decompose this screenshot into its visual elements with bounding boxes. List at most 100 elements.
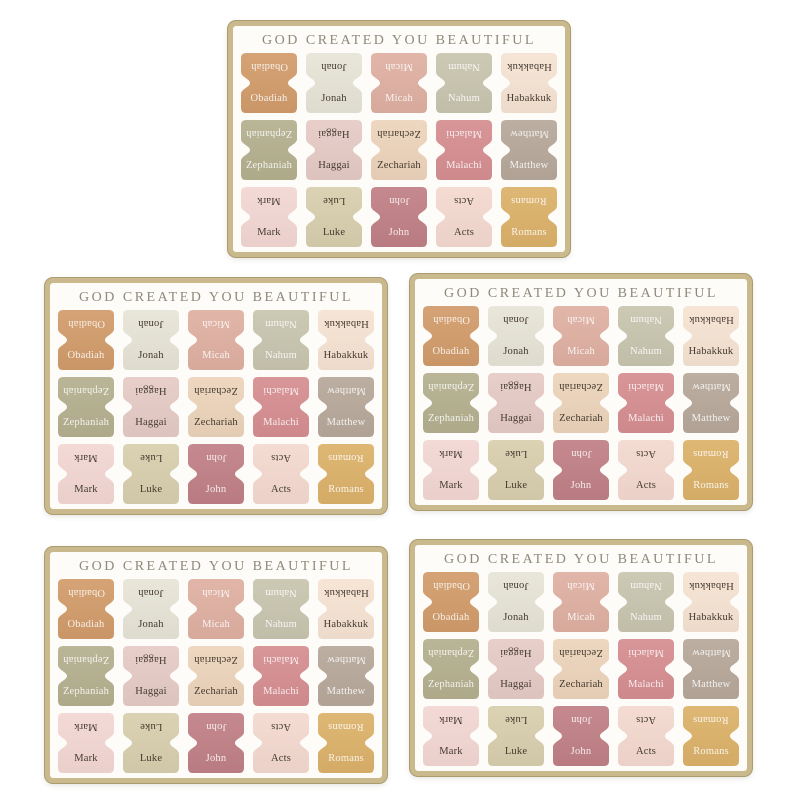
- tab-label: Romans: [511, 227, 547, 238]
- tab-label: Nahum: [265, 350, 297, 361]
- tab-label: Acts: [453, 227, 475, 238]
- bible-tab-john: John John: [371, 187, 427, 247]
- bible-tab-nahum: Nahum Nahum: [618, 306, 674, 366]
- bible-tab-romans: Romans Romans: [501, 187, 557, 247]
- tab-label-flipped: Malachi: [446, 128, 482, 139]
- bible-tab-malachi: Malachi Malachi: [253, 377, 309, 437]
- tab-label-flipped: Haggai: [500, 647, 532, 658]
- tab-label: Haggai: [135, 417, 167, 428]
- tab-label: Habakkuk: [688, 612, 734, 623]
- tab-label: John: [570, 480, 592, 491]
- bible-tab-malachi: Malachi Malachi: [253, 646, 309, 706]
- bible-tab-jonah: Jonah Jonah: [123, 579, 179, 639]
- tab-label-flipped: Nahum: [448, 61, 480, 72]
- tab-label: Mark: [74, 484, 98, 495]
- bible-tab-zephaniah: Zephaniah Zephaniah: [241, 120, 297, 180]
- sheet-title: GOD CREATED YOU BEAUTIFUL: [79, 559, 353, 574]
- tab-label-flipped: Haggai: [135, 385, 167, 396]
- tab-label-flipped: Jonah: [138, 587, 164, 598]
- tab-label: Nahum: [630, 346, 662, 357]
- bible-tab-acts: Acts Acts: [618, 706, 674, 766]
- tab-label-flipped: Obadiah: [67, 587, 105, 598]
- sticker-sheet-3: GOD CREATED YOU BEAUTIFUL Obadiah Obadiah…: [410, 274, 752, 510]
- tab-label-flipped: Micah: [567, 314, 595, 325]
- tab-label: Matthew: [509, 160, 549, 171]
- tab-label-flipped: Nahum: [265, 318, 297, 329]
- tab-label: Acts: [270, 753, 292, 764]
- tab-label: Micah: [202, 619, 230, 630]
- tab-label-flipped: Zechariah: [377, 128, 421, 139]
- tab-label-flipped: Micah: [567, 580, 595, 591]
- bible-tab-luke: Luke Luke: [306, 187, 362, 247]
- tab-label-flipped: John: [205, 452, 227, 463]
- bible-tab-obadiah: Obadiah Obadiah: [423, 306, 479, 366]
- tab-label: Habakkuk: [323, 619, 369, 630]
- tab-grid: Obadiah Obadiah Jonah Jonah Micah Micah Nahum N…: [50, 578, 382, 781]
- tab-label-flipped: Jonah: [503, 314, 529, 325]
- tab-label: Jonah: [138, 350, 164, 361]
- tab-label: Malachi: [263, 417, 299, 428]
- bible-tab-jonah: Jonah Jonah: [488, 306, 544, 366]
- sticker-sheet-4: GOD CREATED YOU BEAUTIFUL Obadiah Obadiah…: [45, 547, 387, 783]
- bible-tab-zephaniah: Zephaniah Zephaniah: [423, 639, 479, 699]
- tab-label: John: [205, 753, 227, 764]
- tab-label-flipped: Acts: [635, 714, 657, 725]
- tab-label-flipped: Romans: [511, 195, 547, 206]
- tab-label: Jonah: [138, 619, 164, 630]
- tab-label-flipped: Zechariah: [559, 647, 603, 658]
- tab-label-flipped: Luke: [322, 195, 346, 206]
- sticker-sheet-2: GOD CREATED YOU BEAUTIFUL Obadiah Obadiah…: [45, 278, 387, 514]
- tab-label: Nahum: [448, 93, 480, 104]
- tab-label: Luke: [322, 227, 346, 238]
- tab-label: Zechariah: [194, 686, 238, 697]
- sheet-title: GOD CREATED YOU BEAUTIFUL: [79, 290, 353, 305]
- tab-label: Obadiah: [67, 350, 105, 361]
- tab-label: Luke: [139, 484, 163, 495]
- tab-grid: Obadiah Obadiah Jonah Jonah Micah Micah Nahum N…: [50, 309, 382, 512]
- tab-label: Obadiah: [432, 612, 470, 623]
- bible-tab-jonah: Jonah Jonah: [123, 310, 179, 370]
- tab-label-flipped: Micah: [202, 318, 230, 329]
- bible-tab-habakkuk: Habakkuk Habakkuk: [318, 310, 374, 370]
- tab-label-flipped: Zechariah: [194, 385, 238, 396]
- sheet-title: GOD CREATED YOU BEAUTIFUL: [262, 33, 536, 48]
- tab-label: Acts: [635, 746, 657, 757]
- tab-label: Zephaniah: [427, 679, 475, 690]
- tab-label: Zechariah: [559, 679, 603, 690]
- tab-label: Micah: [567, 346, 595, 357]
- tab-label-flipped: Zechariah: [559, 381, 603, 392]
- tab-label: Matthew: [326, 686, 366, 697]
- tab-label-flipped: Luke: [139, 721, 163, 732]
- tab-label: John: [388, 227, 410, 238]
- tab-label-flipped: Acts: [270, 721, 292, 732]
- bible-tab-jonah: Jonah Jonah: [306, 53, 362, 113]
- tab-label: Habakkuk: [688, 346, 734, 357]
- bible-tab-obadiah: Obadiah Obadiah: [58, 310, 114, 370]
- bible-tab-john: John John: [188, 713, 244, 773]
- tab-label-flipped: Jonah: [321, 61, 347, 72]
- tab-label-flipped: Acts: [270, 452, 292, 463]
- tab-label: Jonah: [321, 93, 347, 104]
- tab-label-flipped: Zephaniah: [62, 654, 110, 665]
- tab-grid: Obadiah Obadiah Jonah Jonah Micah Micah Nahum N…: [415, 571, 747, 774]
- bible-tab-mark: Mark Mark: [241, 187, 297, 247]
- bible-tab-zephaniah: Zephaniah Zephaniah: [58, 646, 114, 706]
- tab-label-flipped: Zephaniah: [427, 647, 475, 658]
- tab-label-flipped: Malachi: [263, 654, 299, 665]
- bible-tab-nahum: Nahum Nahum: [436, 53, 492, 113]
- sheet-title: GOD CREATED YOU BEAUTIFUL: [444, 552, 718, 567]
- bible-tab-mark: Mark Mark: [58, 444, 114, 504]
- bible-tab-haggai: Haggai Haggai: [123, 646, 179, 706]
- tab-label-flipped: Obadiah: [250, 61, 288, 72]
- tab-label: Malachi: [628, 413, 664, 424]
- bible-tab-habakkuk: Habakkuk Habakkuk: [501, 53, 557, 113]
- tab-label-flipped: Matthew: [691, 647, 731, 658]
- tab-label-flipped: Micah: [202, 587, 230, 598]
- tab-label: Mark: [257, 227, 281, 238]
- bible-tab-habakkuk: Habakkuk Habakkuk: [318, 579, 374, 639]
- tab-label: Haggai: [318, 160, 350, 171]
- tab-label-flipped: Zephaniah: [62, 385, 110, 396]
- tab-label-flipped: Malachi: [628, 647, 664, 658]
- bible-tab-romans: Romans Romans: [318, 444, 374, 504]
- tab-label: Matthew: [326, 417, 366, 428]
